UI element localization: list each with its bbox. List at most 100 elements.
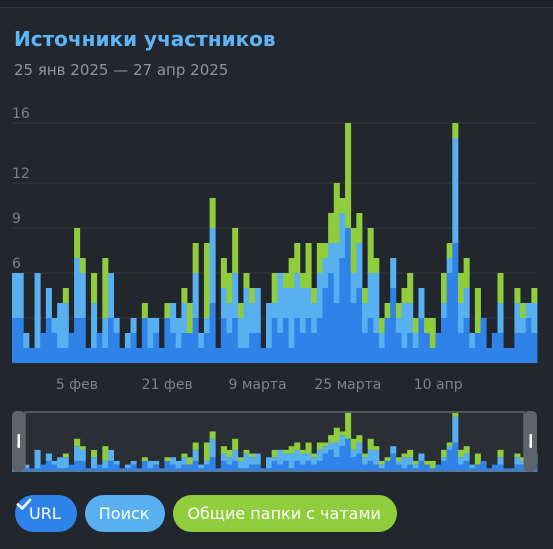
bar-search[interactable] <box>277 273 284 333</box>
bar-folders[interactable] <box>412 318 419 333</box>
bar-folders[interactable] <box>316 243 323 273</box>
bar-folders[interactable] <box>62 288 69 303</box>
bar-url[interactable] <box>107 318 115 363</box>
bar-url[interactable] <box>147 348 154 363</box>
bar-folders[interactable] <box>520 303 527 318</box>
bar-url[interactable] <box>401 348 408 363</box>
bar-url[interactable] <box>531 333 538 363</box>
bar-url[interactable] <box>282 318 290 363</box>
bar-url[interactable] <box>68 333 75 363</box>
bar-url[interactable] <box>294 318 301 363</box>
bar-url[interactable] <box>452 243 459 363</box>
bar-search[interactable] <box>457 303 465 333</box>
bar-search[interactable] <box>124 333 131 348</box>
bar-folders[interactable] <box>243 273 250 288</box>
bar-url[interactable] <box>390 288 397 363</box>
bar-search[interactable] <box>316 273 323 318</box>
bar-url[interactable] <box>215 348 222 363</box>
bar-search[interactable] <box>322 258 329 288</box>
bar-url[interactable] <box>12 318 19 363</box>
bar-url[interactable] <box>91 348 98 363</box>
bar-search[interactable] <box>12 273 19 318</box>
bar-folders[interactable] <box>446 243 453 258</box>
bar-search[interactable] <box>153 318 160 333</box>
bar-url[interactable] <box>164 318 171 363</box>
bar-url[interactable] <box>226 333 233 363</box>
bar-folders[interactable] <box>192 243 199 273</box>
bar-url[interactable] <box>119 348 126 363</box>
bar-url[interactable] <box>232 318 239 363</box>
bar-search[interactable] <box>243 288 250 348</box>
bar-url[interactable] <box>187 333 194 363</box>
bar-url[interactable] <box>435 333 442 363</box>
bar-url[interactable] <box>277 333 284 363</box>
bar-url[interactable] <box>17 318 24 363</box>
bar-search[interactable] <box>531 303 538 333</box>
bar-url[interactable] <box>412 348 419 363</box>
bar-search[interactable] <box>407 303 414 333</box>
bar-folders[interactable] <box>441 273 448 303</box>
bar-url[interactable] <box>350 303 357 363</box>
bar-folders[interactable] <box>203 243 210 318</box>
bar-url[interactable] <box>249 333 256 363</box>
bar-url[interactable] <box>198 348 205 363</box>
bar-search[interactable] <box>79 273 86 318</box>
bar-folders[interactable] <box>209 198 216 228</box>
bar-url[interactable] <box>316 318 323 363</box>
bar-url[interactable] <box>181 333 188 363</box>
bar-folders[interactable] <box>271 273 278 303</box>
bar-url[interactable] <box>74 318 81 363</box>
bar-search[interactable] <box>34 273 41 348</box>
bar-search[interactable] <box>91 303 98 348</box>
bar-url[interactable] <box>153 333 160 363</box>
bar-search[interactable] <box>339 213 346 258</box>
bar-search[interactable] <box>51 318 58 333</box>
bar-url[interactable] <box>220 318 227 363</box>
bar-url[interactable] <box>446 273 453 363</box>
bar-folders[interactable] <box>367 228 374 273</box>
bar-folders[interactable] <box>429 318 436 348</box>
bar-url[interactable] <box>288 348 295 363</box>
bar-search[interactable] <box>147 318 154 348</box>
bar-folders[interactable] <box>328 213 335 243</box>
bar-folders[interactable] <box>220 258 227 288</box>
bar-url[interactable] <box>79 318 86 363</box>
bar-search[interactable] <box>130 318 137 333</box>
bar-folders[interactable] <box>181 288 188 303</box>
bar-search[interactable] <box>74 258 81 318</box>
bar-url[interactable] <box>141 318 148 363</box>
bar-url[interactable] <box>480 318 487 363</box>
bar-url[interactable] <box>520 333 527 363</box>
bar-folders[interactable] <box>356 213 363 243</box>
bar-folders[interactable] <box>322 243 329 258</box>
bar-folders[interactable] <box>187 303 194 333</box>
bar-url[interactable] <box>362 333 369 363</box>
bar-url[interactable] <box>203 333 210 363</box>
bar-search[interactable] <box>497 303 504 333</box>
bar-search[interactable] <box>181 303 188 333</box>
bar-search[interactable] <box>102 318 109 348</box>
bar-folders[interactable] <box>452 123 459 138</box>
bar-search[interactable] <box>226 303 233 333</box>
overview-left-handle[interactable] <box>12 411 25 472</box>
bar-search[interactable] <box>299 288 306 333</box>
bar-search[interactable] <box>520 318 527 333</box>
bar-url[interactable] <box>170 333 177 363</box>
bar-folders[interactable] <box>282 273 290 288</box>
legend-toggle-folders[interactable]: Общие папки с чатами <box>16 495 397 532</box>
bar-search[interactable] <box>525 303 532 318</box>
bar-folders[interactable] <box>424 318 431 333</box>
bar-search[interactable] <box>170 303 177 333</box>
bar-search[interactable] <box>232 273 239 318</box>
bar-url[interactable] <box>130 333 137 363</box>
bar-url[interactable] <box>328 273 335 363</box>
bar-url[interactable] <box>463 318 470 363</box>
bar-url[interactable] <box>378 348 385 363</box>
legend-toggle-search[interactable]: Поиск <box>16 495 166 532</box>
bar-folders[interactable] <box>457 273 465 303</box>
bar-search[interactable] <box>288 288 295 348</box>
bar-search[interactable] <box>305 288 312 318</box>
bar-url[interactable] <box>395 333 402 363</box>
bar-folders[interactable] <box>395 303 402 318</box>
bar-url[interactable] <box>497 333 504 363</box>
